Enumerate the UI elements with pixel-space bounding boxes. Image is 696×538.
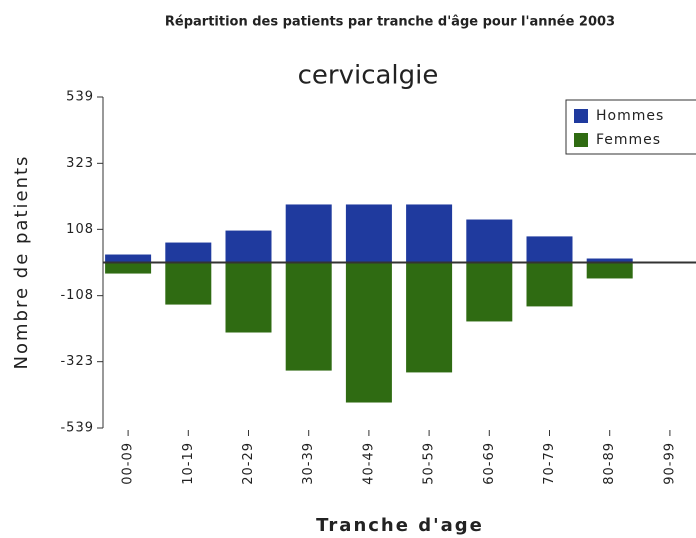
- x-tick-label: 30-39: [301, 442, 316, 485]
- bar: [406, 262, 453, 373]
- bar: [406, 204, 453, 263]
- x-tick-label: 00-09: [121, 442, 136, 485]
- x-axis-label: Tranche d'age: [316, 515, 484, 536]
- bar: [105, 262, 152, 274]
- x-tick-label: 50-59: [422, 442, 437, 485]
- x-tick-label: 70-79: [542, 442, 557, 485]
- x-tick-label: 60-69: [482, 442, 497, 485]
- legend-swatch: [574, 109, 588, 123]
- bar: [165, 262, 212, 305]
- x-tick-label: 80-89: [602, 442, 617, 485]
- bar: [285, 262, 332, 371]
- legend-swatch: [574, 133, 588, 147]
- legend-label: Hommes: [596, 108, 664, 124]
- x-tick-label: 20-29: [241, 442, 256, 485]
- x-tick-label: 90-99: [662, 442, 677, 485]
- y-tick-label: 108: [66, 222, 94, 237]
- y-tick-label: 323: [66, 156, 94, 171]
- bar: [466, 219, 513, 263]
- bar: [225, 262, 272, 333]
- y-tick-label: -323: [60, 354, 94, 369]
- y-tick-label: 539: [66, 90, 94, 105]
- bar: [526, 262, 573, 307]
- y-tick-label: -539: [60, 421, 94, 436]
- bar: [586, 262, 633, 279]
- bar: [165, 242, 212, 263]
- bar: [345, 204, 392, 263]
- x-tick-label: 40-49: [361, 442, 376, 485]
- legend-box: [565, 99, 696, 155]
- legend: Hommes Femmes: [565, 99, 696, 155]
- bar: [466, 262, 513, 322]
- legend-label: Femmes: [596, 132, 661, 148]
- chart-title: Répartition des patients par tranche d'â…: [165, 15, 615, 30]
- bar: [285, 204, 332, 263]
- bar: [586, 258, 633, 263]
- bar: [225, 230, 272, 263]
- y-tick-label: -108: [60, 288, 94, 303]
- bar: [345, 262, 392, 403]
- y-axis-label: Nombre de patients: [11, 155, 32, 370]
- chart-subtitle: cervicalgie: [298, 61, 439, 91]
- bar: [526, 236, 573, 263]
- bar: [105, 254, 152, 263]
- x-tick-label: 10-19: [181, 442, 196, 485]
